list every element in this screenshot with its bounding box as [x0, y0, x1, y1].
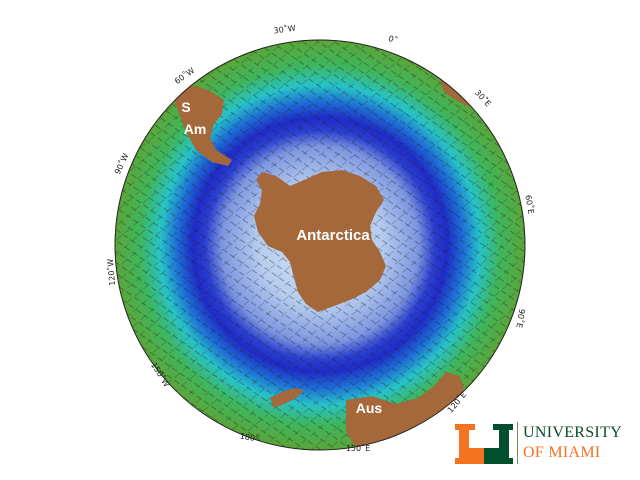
lon-label-150e: 150˚E [346, 443, 370, 453]
lon-label-0: 0˚ [387, 33, 399, 46]
logo-divider [517, 422, 518, 464]
lon-label-30w: 30˚W [273, 23, 296, 36]
ocean-disc [115, 40, 525, 450]
south-america-landmass [172, 86, 232, 166]
lon-label-90e: 90˚E [514, 308, 527, 329]
logo-text-of-miami: OF MIAMI [523, 444, 601, 461]
logo-text-university: UNIVERSITY [523, 424, 622, 441]
lon-label-60w: 60˚W [172, 65, 196, 86]
antarctica-landmass [254, 170, 386, 312]
lon-label-120w: 120˚W [105, 258, 117, 286]
map-boundary [114, 39, 526, 451]
label-south-america-2: Am [184, 121, 207, 137]
label-antarctica: Antarctica [296, 227, 370, 244]
lon-label-180: 180˚ [239, 430, 260, 443]
label-south-america-1: S [181, 99, 190, 115]
lon-label-90w: 90˚W [112, 152, 130, 176]
new-zealand-landmass [270, 388, 304, 408]
university-logo: UNIVERSITY OF MIAMI [455, 420, 635, 468]
u-logo-mark [455, 424, 513, 464]
lon-label-60e: 60˚E [523, 194, 536, 215]
lon-label-30e: 30˚E [473, 87, 493, 108]
label-australia: Aus [356, 400, 383, 416]
